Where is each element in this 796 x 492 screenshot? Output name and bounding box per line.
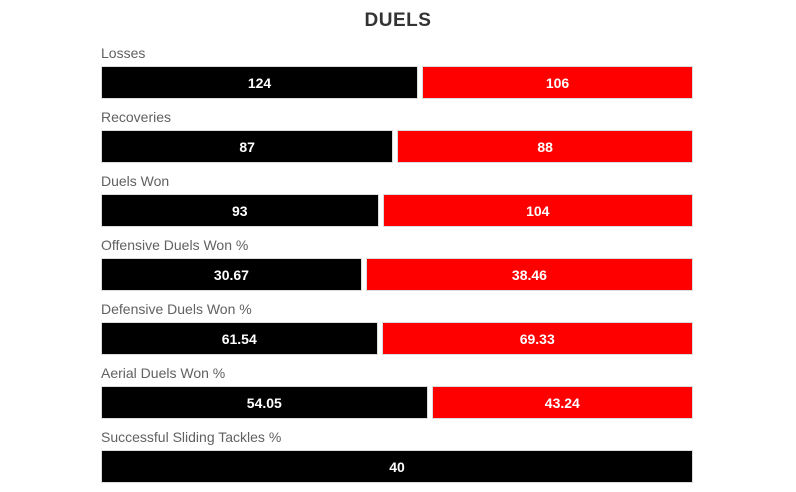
category-label: Recoveries xyxy=(101,109,172,125)
bar-left-segment: 61.54 xyxy=(101,322,378,355)
chart-row: Losses 124 106 xyxy=(101,46,693,99)
bar-left-segment: 54.05 xyxy=(101,386,428,419)
category-label: Successful Sliding Tackles % xyxy=(101,429,282,445)
bar-track: 61.54 69.33 xyxy=(101,322,693,355)
category-label: Losses xyxy=(101,45,146,61)
category-label: Defensive Duels Won % xyxy=(101,301,252,317)
chart-row: Offensive Duels Won % 30.67 38.46 xyxy=(101,238,693,291)
bar-right-segment: 38.46 xyxy=(365,258,693,291)
category-label: Duels Won xyxy=(101,173,170,189)
chart-row: Recoveries 87 88 xyxy=(101,110,693,163)
bar-left-segment: 93 xyxy=(101,194,379,227)
bar-right-segment: 106 xyxy=(422,66,693,99)
bar-value: 54.05 xyxy=(246,394,282,411)
bar-track: 87 88 xyxy=(101,130,693,163)
bar-left-segment: 30.67 xyxy=(101,258,362,291)
chart-row: Defensive Duels Won % 61.54 69.33 xyxy=(101,302,693,355)
bar-track: 124 106 xyxy=(101,66,693,99)
bar-value: 124 xyxy=(247,74,272,91)
bar-right-segment: 104 xyxy=(382,194,693,227)
bar-value: 87 xyxy=(239,138,255,155)
bar-track: 93 104 xyxy=(101,194,693,227)
category-label: Offensive Duels Won % xyxy=(101,237,249,253)
bar-value: 38.46 xyxy=(511,266,547,283)
bar-track: 30.67 38.46 xyxy=(101,258,693,291)
bar-value: 40 xyxy=(389,458,405,475)
bar-track: 54.05 43.24 xyxy=(101,386,693,419)
bar-value: 61.54 xyxy=(221,330,257,347)
bar-value: 43.24 xyxy=(544,394,580,411)
bar-value: 93 xyxy=(232,202,248,219)
category-label: Aerial Duels Won % xyxy=(101,365,226,381)
bar-track: 40 xyxy=(101,450,693,483)
bar-right-segment: 43.24 xyxy=(431,386,693,419)
chart-row: Duels Won 93 104 xyxy=(101,174,693,227)
bar-left-segment: 40 xyxy=(101,450,693,483)
bar-right-segment: 69.33 xyxy=(381,322,693,355)
bar-value: 30.67 xyxy=(213,266,249,283)
chart-rows: Losses 124 106 Recoveries 87 88 Duels Won 93 104… xyxy=(101,46,693,483)
chart-row: Successful Sliding Tackles % 40 xyxy=(101,430,693,483)
bar-right-segment: 88 xyxy=(397,130,693,163)
bar-value: 69.33 xyxy=(519,330,555,347)
bar-value: 104 xyxy=(526,202,550,219)
bar-value: 106 xyxy=(545,74,570,91)
chart-row: Aerial Duels Won % 54.05 43.24 xyxy=(101,366,693,419)
bar-left-segment: 124 xyxy=(101,66,418,99)
bar-left-segment: 87 xyxy=(101,130,394,163)
chart-title: DUELS xyxy=(364,10,432,31)
bar-value: 88 xyxy=(537,138,553,155)
